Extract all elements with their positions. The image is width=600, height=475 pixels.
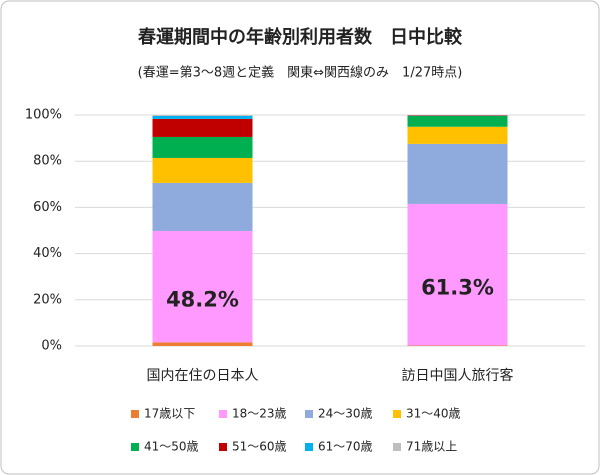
legend-label: 17歳以下 [144, 407, 195, 421]
bar-segment [152, 115, 253, 116]
y-tick-label: 0% [41, 339, 62, 354]
legend-label: 61～70歳 [318, 440, 373, 454]
legend-swatch [305, 443, 313, 451]
legend-swatch [131, 410, 139, 418]
legend-label: 41～50歳 [144, 440, 199, 454]
bar-segment [407, 115, 508, 127]
legend-label: 51～60歳 [232, 440, 287, 454]
y-tick-label: 20% [33, 292, 62, 307]
bar-segment [407, 126, 508, 144]
chart-title: 春運期間中の年齢別利用者数 日中比較 [138, 26, 463, 48]
bar-segment [152, 342, 253, 346]
legend-swatch [305, 410, 313, 418]
y-tick-label: 60% [33, 200, 62, 215]
legend-label: 31～40歳 [406, 407, 461, 421]
legend-swatch [393, 410, 401, 418]
bar-segment [152, 157, 253, 183]
chart-subtitle: (春運=第3～8週と定義 関東⇔関西線のみ 1/27時点) [138, 65, 463, 81]
y-tick-label: 80% [33, 154, 62, 169]
data-label: 61.3% [421, 276, 494, 300]
bar-segment [407, 203, 508, 346]
legend-swatch [219, 410, 227, 418]
bar-segment [152, 118, 253, 137]
legend-label: 71歳以上 [406, 440, 457, 454]
legend-swatch [219, 443, 227, 451]
y-tick-label: 40% [33, 246, 62, 261]
legend-swatch [131, 443, 139, 451]
bar-segment [152, 115, 253, 119]
x-tick-label: 国内在住の日本人 [147, 368, 259, 384]
bar-segment [152, 136, 253, 158]
legend-label: 18～23歳 [232, 407, 287, 421]
legend-label: 24～30歳 [318, 407, 373, 421]
legend-swatch [393, 443, 401, 451]
bar-segment [152, 182, 253, 231]
data-label: 48.2% [166, 288, 239, 312]
bar-segment [152, 230, 253, 343]
bar-segment [407, 143, 508, 204]
y-tick-label: 100% [25, 108, 62, 123]
x-tick-label: 訪日中国人旅行客 [402, 367, 514, 384]
